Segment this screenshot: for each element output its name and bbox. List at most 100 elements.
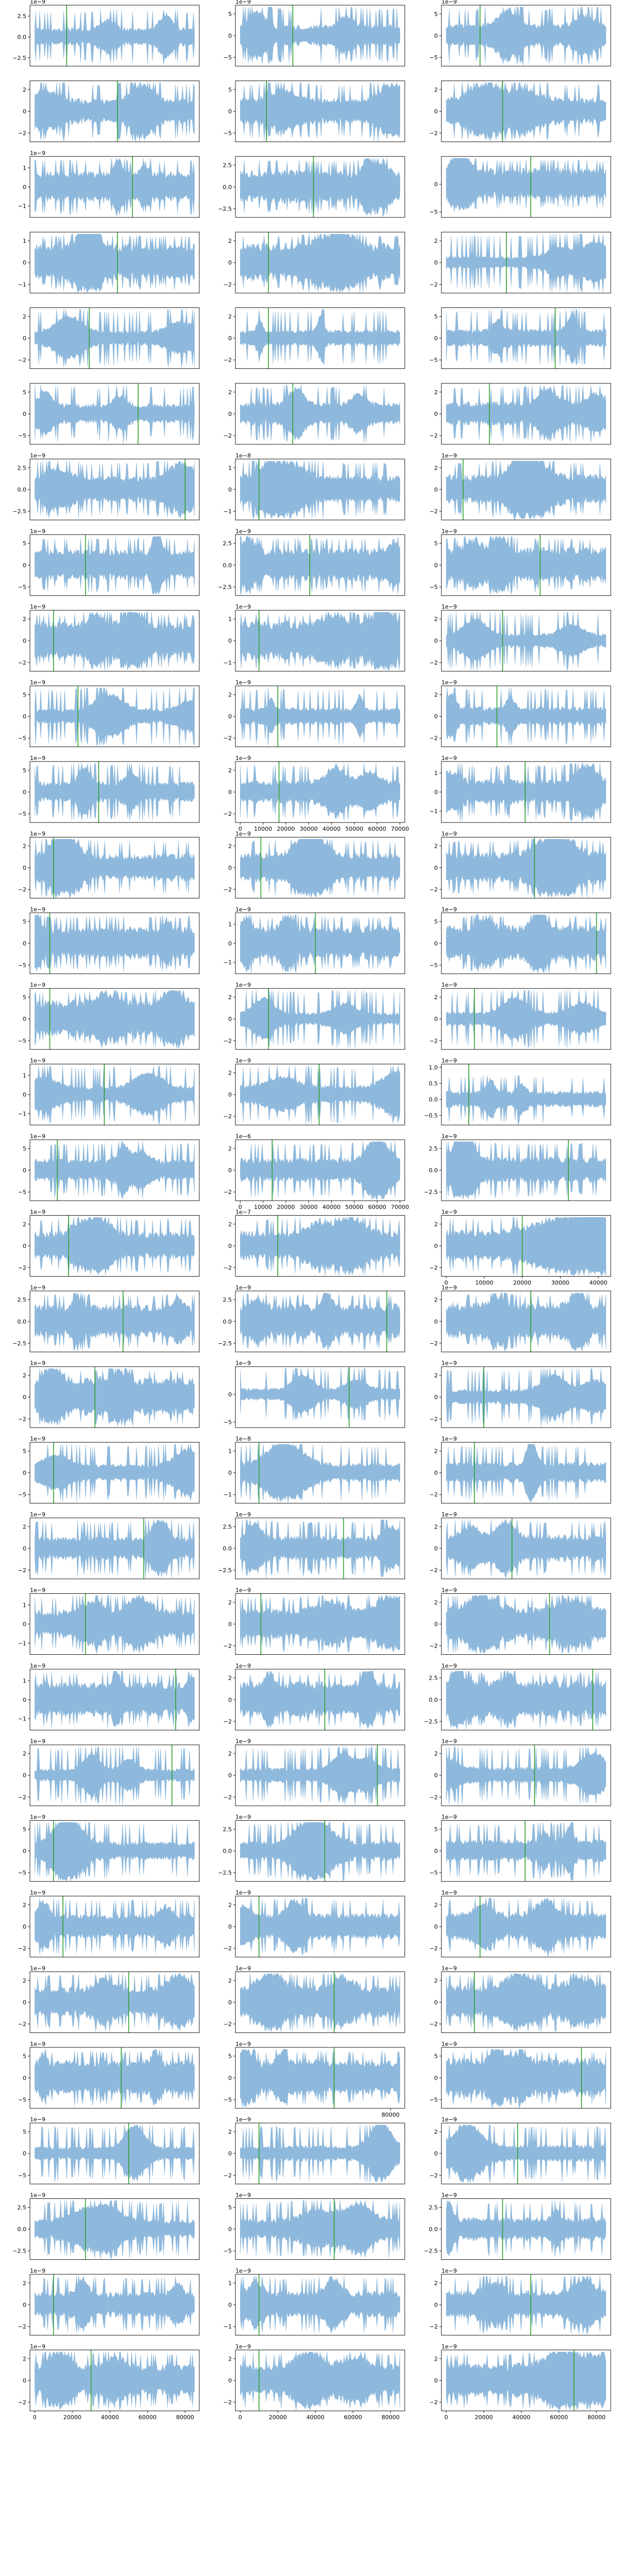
subplot-r19c1: −2 0 2 1e−9 — [18, 1360, 200, 1428]
offset-label: 1e−9 — [30, 1058, 45, 1064]
subplot-r6c3: −2 0 2 — [430, 383, 611, 445]
xtick-label: 20000 — [475, 2414, 493, 2420]
series-r1c2 — [240, 7, 400, 65]
ytick-label: 2.5 — [429, 1675, 438, 1682]
ytick-label: 0 — [434, 940, 438, 947]
offset-label: 1e−9 — [235, 1058, 251, 1064]
ytick-label: 0.0 — [18, 1318, 27, 1325]
ytick-label: −5 — [224, 2097, 232, 2103]
series-r15c2 — [240, 1065, 400, 1125]
ytick-label: 0 — [434, 1470, 438, 1477]
subplot-r6c2: −2 0 2 — [224, 383, 405, 445]
ytick-label: −2 — [430, 1945, 438, 1952]
ytick-label: 5 — [434, 313, 438, 320]
ytick-label: 0 — [228, 1621, 232, 1627]
offset-label: 1e−9 — [441, 2343, 457, 2350]
ytick-label: 0.0 — [18, 2226, 27, 2233]
ytick-label: 5 — [434, 11, 438, 18]
subplot-r2c1: −2 0 2 — [18, 80, 200, 142]
ytick-label: −2.5 — [424, 1718, 438, 1725]
xtick-label: 10000 — [475, 1279, 493, 1286]
series-r32c3 — [446, 2351, 606, 2411]
series-r15c3 — [446, 1075, 606, 1125]
xtick-label: 20000 — [64, 2414, 82, 2420]
ytick-label: 5 — [23, 919, 26, 925]
series-r27c1 — [35, 1973, 195, 2032]
offset-label: 1e−9 — [30, 0, 45, 5]
series-r14c3 — [446, 990, 606, 1049]
xtick-label: 20000 — [277, 826, 295, 832]
series-r23c2 — [240, 1671, 400, 1730]
series-r27c2 — [240, 1973, 400, 2032]
ytick-label: −5 — [224, 54, 232, 61]
ytick-label: 0 — [23, 2150, 26, 2157]
ytick-label: 5 — [228, 2204, 232, 2211]
subplot-r12c3: −2 0 21e−9 — [430, 830, 611, 898]
ytick-label: 1 — [228, 1448, 232, 1454]
xtick-label: 10000 — [254, 1204, 272, 1211]
ytick-label: 2 — [23, 86, 26, 93]
ytick-label: 0 — [23, 2302, 26, 2308]
ytick-label: −2 — [430, 1643, 438, 1650]
series-r10c2 — [240, 688, 400, 746]
offset-label: 1e−9 — [441, 452, 457, 459]
subplot-r14c2: −2 0 21e−9 — [224, 982, 405, 1050]
subplot-r7c2: −1 0 11e−8 — [224, 452, 405, 520]
ytick-label: −2 — [18, 130, 26, 137]
ytick-label: 0 — [228, 1697, 232, 1703]
ytick-label: 0 — [434, 638, 438, 644]
series-r11c3 — [446, 763, 606, 822]
ytick-label: −2 — [430, 1492, 438, 1498]
ytick-label: 1 — [228, 464, 232, 471]
ytick-label: 0 — [23, 864, 26, 871]
ytick-label: 5 — [23, 2129, 26, 2135]
subplot-r1c2: −5 0 5 1e−9 — [224, 0, 405, 67]
series-r9c1 — [35, 611, 195, 671]
ytick-label: −5 — [18, 432, 26, 439]
ytick-label: 1 — [434, 770, 438, 777]
subplot-r31c3: −2 0 21e−9 — [430, 2268, 611, 2336]
ytick-label: −2 — [224, 2399, 232, 2406]
ytick-label: 2.5 — [18, 464, 27, 471]
ytick-label: −2 — [430, 2323, 438, 2330]
ytick-label: 1 — [23, 1073, 26, 1079]
offset-label: 1e−9 — [235, 2041, 251, 2047]
ytick-label: 2.5 — [223, 162, 232, 169]
ytick-label: 0 — [228, 1243, 232, 1249]
series-r28c3 — [446, 2049, 606, 2108]
offset-label: 1e−9 — [441, 1889, 457, 1896]
xtick-label: 0 — [444, 2414, 448, 2420]
ytick-label: 0 — [434, 1621, 438, 1627]
ytick-label: −2 — [224, 357, 232, 364]
ytick-label: −1 — [224, 659, 232, 666]
offset-label: 1e−7 — [235, 1208, 251, 1215]
series-r8c2 — [240, 536, 400, 595]
subplot-r19c3: −2 0 21e−9 — [430, 1360, 611, 1428]
ytick-label: 2 — [228, 767, 232, 774]
ytick-label: −2 — [224, 1113, 232, 1120]
ytick-label: 2 — [434, 1524, 438, 1530]
series-r9c3 — [446, 612, 606, 671]
ytick-label: −1 — [18, 1640, 26, 1647]
ytick-label: 5 — [23, 1145, 26, 1152]
series-r26c1 — [35, 1898, 195, 1955]
subplot-r27c3: −2 0 21e−9 — [430, 1965, 611, 2033]
ytick-label: 0 — [23, 1848, 26, 1855]
ytick-label: 2 — [434, 1448, 438, 1454]
ytick-label: −2 — [430, 130, 438, 137]
ytick-label: 0.0 — [223, 1848, 232, 1855]
ytick-label: 2 — [434, 994, 438, 1001]
ytick-label: 0 — [228, 486, 232, 493]
ytick-label: 0 — [228, 864, 232, 871]
xtick-label: 80000 — [382, 2414, 400, 2420]
ytick-label: −1 — [18, 1110, 26, 1117]
subplot-r23c3: −2.5 0.0 2.51e−9 — [424, 1663, 611, 1731]
subplot-r30c3: −2.5 0.0 2.51e−9 — [424, 2192, 611, 2260]
series-r17c2 — [240, 1217, 400, 1276]
ytick-label: −2 — [224, 1794, 232, 1801]
ytick-label: −2.5 — [424, 2248, 438, 2255]
offset-label: 1e−9 — [235, 679, 251, 686]
xtick-label: 50000 — [345, 826, 363, 832]
series-r32c1 — [35, 2351, 195, 2410]
ytick-label: 2.5 — [18, 1297, 27, 1303]
